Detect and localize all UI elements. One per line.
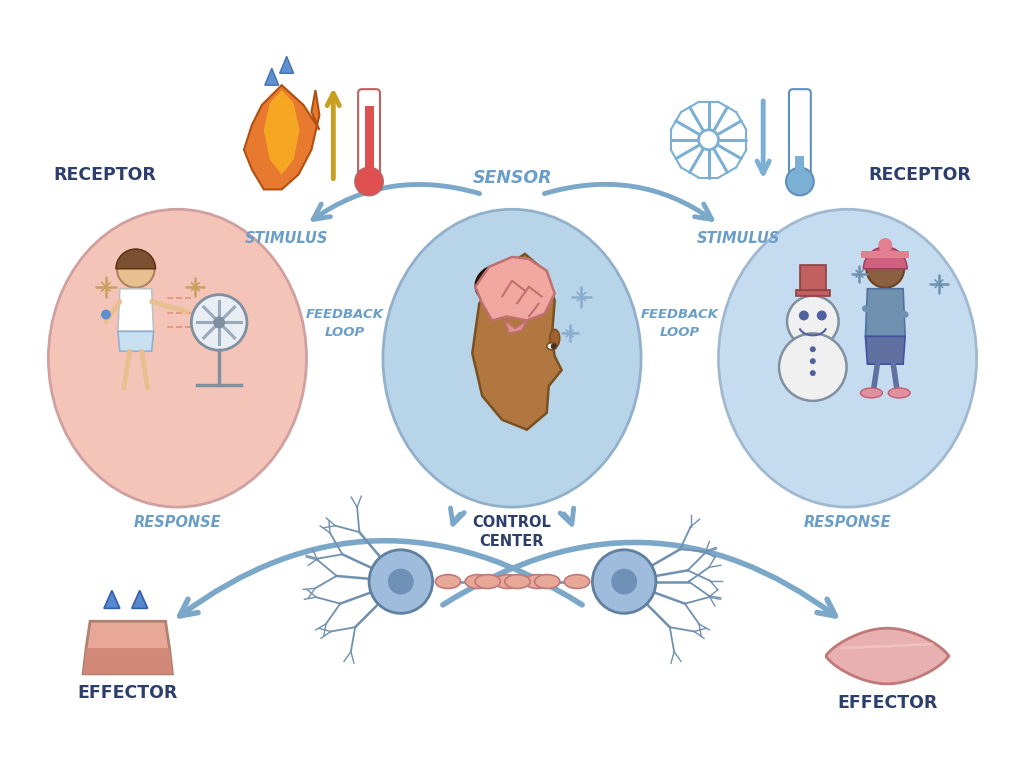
Ellipse shape [505,574,530,588]
Ellipse shape [383,209,641,507]
Text: STIMULUS: STIMULUS [245,231,329,246]
Bar [796,156,805,177]
Text: RESPONSE: RESPONSE [133,515,221,530]
Polygon shape [118,331,154,351]
Circle shape [213,316,225,329]
Polygon shape [244,85,319,190]
Circle shape [551,343,557,349]
Circle shape [786,167,814,195]
Circle shape [817,310,826,320]
Polygon shape [104,591,120,608]
Circle shape [787,296,839,347]
Text: STIMULUS: STIMULUS [696,231,780,246]
Polygon shape [265,68,279,85]
Circle shape [191,295,247,350]
Circle shape [698,130,719,150]
Ellipse shape [547,343,557,349]
Polygon shape [505,320,527,333]
Polygon shape [865,289,905,336]
Text: EFFECTOR: EFFECTOR [78,684,178,702]
Ellipse shape [475,574,501,588]
Circle shape [117,250,155,288]
Ellipse shape [524,574,550,588]
Text: FEEDBACK
LOOP: FEEDBACK LOOP [306,308,384,339]
Circle shape [799,310,809,320]
Ellipse shape [48,209,306,507]
Polygon shape [475,257,555,320]
Circle shape [810,370,816,376]
Circle shape [355,167,383,195]
Ellipse shape [475,264,519,303]
Circle shape [810,358,816,364]
Text: CONTROL
CENTER: CONTROL CENTER [472,515,552,548]
Ellipse shape [495,574,520,588]
Bar [796,290,829,296]
Circle shape [866,250,904,288]
Polygon shape [83,648,172,674]
Circle shape [810,346,816,353]
Polygon shape [118,289,154,331]
Ellipse shape [719,209,977,507]
Ellipse shape [888,388,910,398]
Polygon shape [280,56,294,73]
Ellipse shape [465,574,490,588]
Wedge shape [116,249,156,269]
Bar [800,265,825,290]
Text: RECEPTOR: RECEPTOR [868,167,972,184]
Text: FEEDBACK
LOOP: FEEDBACK LOOP [641,308,719,339]
Text: RECEPTOR: RECEPTOR [53,167,157,184]
Polygon shape [865,336,905,364]
Ellipse shape [435,574,461,588]
Circle shape [779,333,847,401]
Circle shape [388,568,414,594]
Ellipse shape [535,574,560,588]
Bar [861,251,909,258]
Circle shape [369,550,432,614]
Text: SENSOR: SENSOR [472,170,552,187]
Bar [365,106,374,177]
Circle shape [611,568,637,594]
Text: RESPONSE: RESPONSE [804,515,891,530]
Polygon shape [826,628,949,684]
Circle shape [593,550,656,614]
FancyBboxPatch shape [788,89,811,181]
Ellipse shape [564,574,590,588]
Polygon shape [83,621,172,674]
Polygon shape [472,254,561,429]
Circle shape [101,310,111,319]
Ellipse shape [550,329,560,347]
Polygon shape [132,591,147,608]
FancyBboxPatch shape [358,89,380,181]
Wedge shape [863,247,907,269]
Text: EFFECTOR: EFFECTOR [837,694,937,712]
Ellipse shape [860,388,883,398]
Polygon shape [264,90,300,174]
Circle shape [879,238,892,252]
